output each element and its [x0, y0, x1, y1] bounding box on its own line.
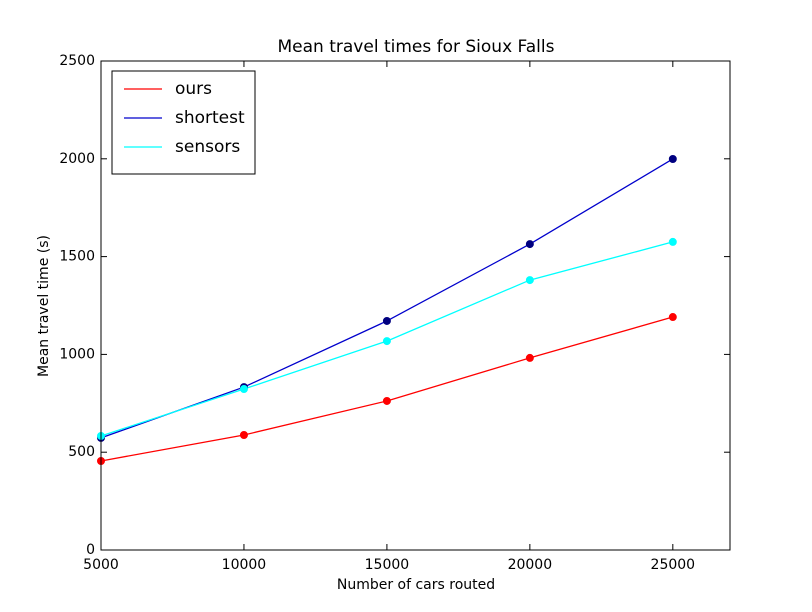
x-tick-label: 25000 [651, 557, 696, 573]
legend-box [111, 70, 256, 175]
point [239, 385, 248, 394]
point [525, 240, 534, 249]
legend-label: shortest [175, 108, 245, 128]
point [382, 396, 391, 405]
y-tick-label: 0 [86, 542, 95, 558]
x-tick-label: 20000 [508, 557, 553, 573]
plot-frame [100, 60, 731, 551]
y-tick-label: 1000 [59, 346, 95, 362]
chart-title: Mean travel times for Sioux Falls [278, 37, 555, 57]
point [382, 337, 391, 346]
point [525, 276, 534, 285]
point [668, 313, 677, 322]
point [382, 316, 391, 325]
legend-label: sensors [175, 137, 240, 157]
point [668, 237, 677, 246]
x-axis-label: Number of cars routed [337, 577, 495, 593]
y-tick-label: 500 [68, 444, 95, 460]
x-tick-label: 15000 [365, 557, 410, 573]
y-tick-label: 2500 [59, 53, 95, 69]
y-tick-label: 1500 [59, 249, 95, 265]
point [525, 353, 534, 362]
x-tick-label: 5000 [83, 557, 119, 573]
y-tick-label: 2000 [59, 151, 95, 167]
y-axis-label: Mean travel time (s) [36, 235, 52, 377]
x-tick-label: 10000 [222, 557, 267, 573]
point [239, 430, 248, 439]
point [668, 154, 677, 163]
legend-label: ours [175, 79, 212, 99]
